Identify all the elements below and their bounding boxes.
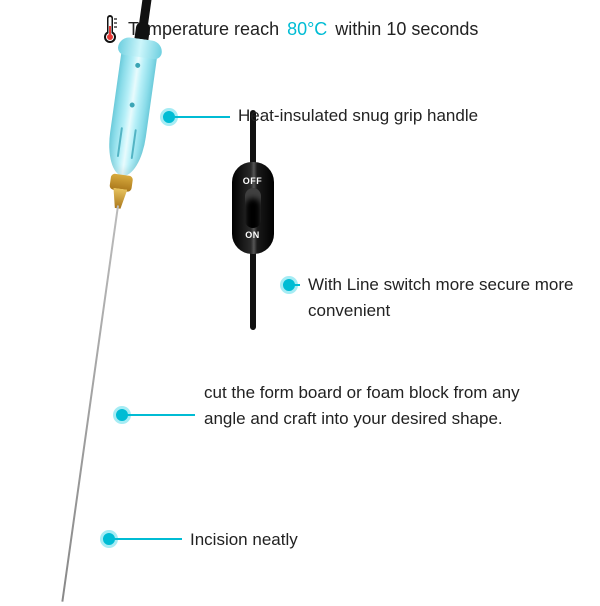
callout-text: Heat-insulated snug grip handle <box>238 103 478 129</box>
callout-leader <box>112 538 182 540</box>
callout-text: cut the form board or foam block from an… <box>204 380 534 431</box>
callout-text: Incision neatly <box>190 527 298 553</box>
title-accent: 80°C <box>287 19 327 40</box>
switch-lead <box>250 250 256 330</box>
callout-leader <box>170 116 230 118</box>
title-suffix: within 10 seconds <box>335 19 478 40</box>
callout-text: With Line switch more secure more conven… <box>308 272 600 323</box>
handle <box>104 37 159 179</box>
brass-collet <box>111 188 128 210</box>
callout-leader <box>125 414 195 416</box>
switch-body: OFF ON <box>232 162 274 254</box>
switch-on-label: ON <box>245 230 260 240</box>
screw-icon <box>129 102 135 108</box>
screw-icon <box>135 63 141 69</box>
switch-off-label: OFF <box>243 176 263 186</box>
line-switch: OFF ON <box>225 140 280 280</box>
foam-cutter-pen <box>36 0 179 583</box>
callout-leader <box>290 284 300 286</box>
